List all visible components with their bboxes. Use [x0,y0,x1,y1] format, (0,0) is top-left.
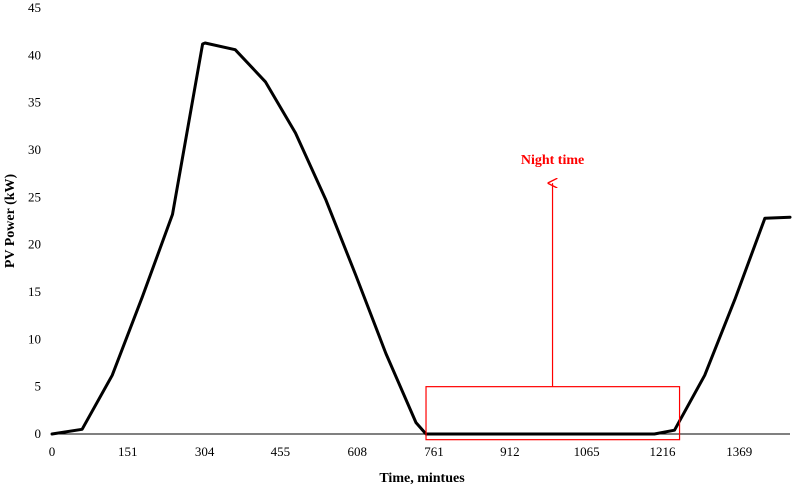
y-axis-ticks: 0 5 10 15 20 25 30 35 40 45 [28,0,41,441]
x-tick-label: 761 [424,444,444,459]
y-tick-label: 40 [28,47,41,62]
x-axis-title: Time, mintues [379,471,465,486]
night-time-box [425,386,681,441]
x-tick-label: 608 [347,444,367,459]
y-tick-label: 25 [28,189,41,204]
y-tick-label: 20 [28,237,41,252]
annotation-layer: Night time [425,153,681,441]
x-tick-label: 1065 [574,444,600,459]
x-tick-label: 1216 [649,444,676,459]
series-layer [50,41,792,436]
y-tick-label: 45 [28,0,41,15]
x-tick-label: 912 [500,444,520,459]
y-tick-label: 5 [35,379,42,394]
y-tick-label: 15 [28,284,41,299]
y-tick-label: 10 [28,331,41,346]
night-time-label: Night time [521,153,584,168]
y-axis-title: PV Power (kW) [3,173,18,268]
y-tick-label: 35 [28,95,41,110]
y-tick-label: 0 [35,426,42,441]
y-tick-label: 30 [28,142,41,157]
x-axis-ticks: 0 151 304 455 608 761 912 1065 1216 1369 [49,444,753,459]
x-tick-label: 0 [49,444,56,459]
x-tick-label: 455 [271,444,291,459]
x-tick-label: 151 [118,444,138,459]
pv-power-series-line [50,41,792,436]
x-tick-label: 304 [195,444,215,459]
x-tick-label: 1369 [726,444,752,459]
